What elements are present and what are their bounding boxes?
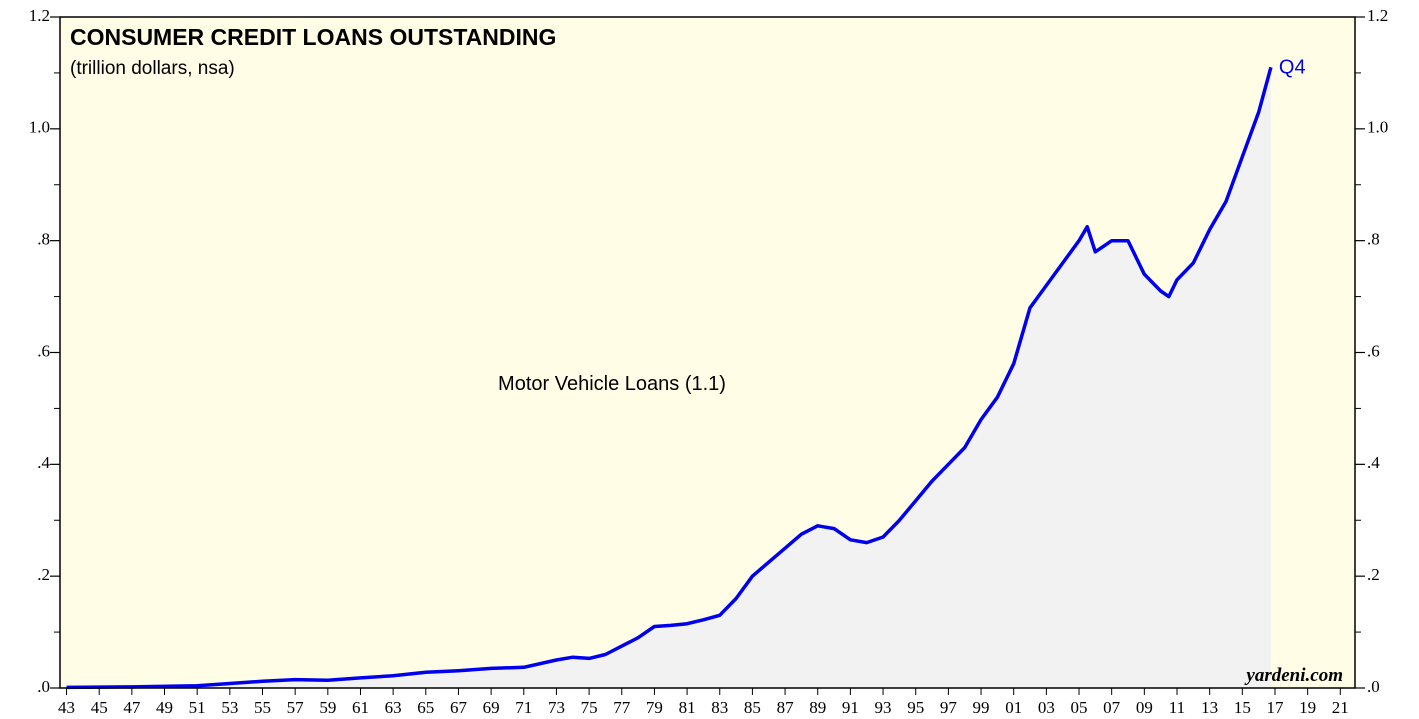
x-tick-label: 65 [417, 698, 434, 717]
x-tick-label: 69 [483, 698, 500, 717]
x-tick-label: 49 [156, 698, 173, 717]
x-tick-label: 15 [1234, 698, 1251, 717]
x-tick-label: 59 [319, 698, 336, 717]
series-annotation: Motor Vehicle Loans (1.1) [498, 373, 726, 395]
chart-title: CONSUMER CREDIT LOANS OUTSTANDING [70, 24, 556, 50]
y-tick-label: .0 [37, 677, 50, 696]
x-tick-label: 47 [123, 698, 141, 717]
source: yardeni.com [1244, 665, 1343, 686]
x-tick-label: 93 [875, 698, 892, 717]
x-tick-label: 77 [613, 698, 631, 717]
area-fill [66, 67, 1271, 689]
x-tick-label: 89 [809, 698, 826, 717]
x-tick-label: 85 [744, 698, 761, 717]
x-tick-label: 03 [1038, 698, 1055, 717]
y2-tick-label: .0 [1367, 677, 1380, 696]
x-tick-label: 05 [1071, 698, 1088, 717]
x-tick-label: 67 [450, 698, 468, 717]
series-line [66, 66, 1273, 690]
y-tick-label: .8 [37, 230, 50, 249]
x-tick-label: 17 [1266, 698, 1284, 717]
y-tick-label: .6 [37, 341, 50, 360]
x-tick-label: 21 [1332, 698, 1349, 717]
x-tick-label: 97 [940, 698, 958, 717]
marks [66, 66, 1273, 690]
y-tick-label: 1.0 [29, 118, 50, 137]
x-tick-label: 75 [581, 698, 598, 717]
x-tick-label: 83 [711, 698, 728, 717]
x-tick-label: 45 [91, 698, 108, 717]
chart-subtitle: (trillion dollars, nsa) [70, 58, 235, 79]
y2-tick-label: .8 [1367, 230, 1380, 249]
y-tick-label: .4 [37, 453, 50, 472]
y2-tick-label: .2 [1367, 565, 1380, 584]
y2-tick-label: .6 [1367, 341, 1380, 360]
x-tick-label: 91 [842, 698, 859, 717]
x-tick-label: 63 [385, 698, 402, 717]
x-tick-label: 61 [352, 698, 369, 717]
y2-tick-label: 1.2 [1367, 6, 1388, 25]
x-tick-label: 81 [679, 698, 696, 717]
x-tick-label: 55 [254, 698, 271, 717]
x-tick-label: 71 [515, 698, 532, 717]
x-tick-label: 95 [907, 698, 924, 717]
x-tick-label: 11 [1169, 698, 1185, 717]
x-tick-label: 99 [973, 698, 990, 717]
x-tick-label: 13 [1201, 698, 1218, 717]
x-tick-label: 07 [1103, 698, 1121, 717]
y2-tick-label: .4 [1367, 453, 1380, 472]
y2-tick-label: 1.0 [1367, 118, 1388, 137]
x-tick-label: 01 [1005, 698, 1022, 717]
x-tick-label: 73 [548, 698, 565, 717]
x-tick-label: 87 [777, 698, 795, 717]
x-tick-label: 19 [1299, 698, 1316, 717]
y-tick-label: .2 [37, 565, 50, 584]
x-tick-label: 51 [189, 698, 206, 717]
x-tick-label: 53 [221, 698, 238, 717]
x-tick-label: 43 [58, 698, 75, 717]
x-tick-label: 57 [287, 698, 305, 717]
x-tick-label: 09 [1136, 698, 1153, 717]
x-tick-label: 79 [646, 698, 663, 717]
y-tick-label: 1.2 [29, 6, 50, 25]
end-label: Q4 [1279, 57, 1306, 79]
